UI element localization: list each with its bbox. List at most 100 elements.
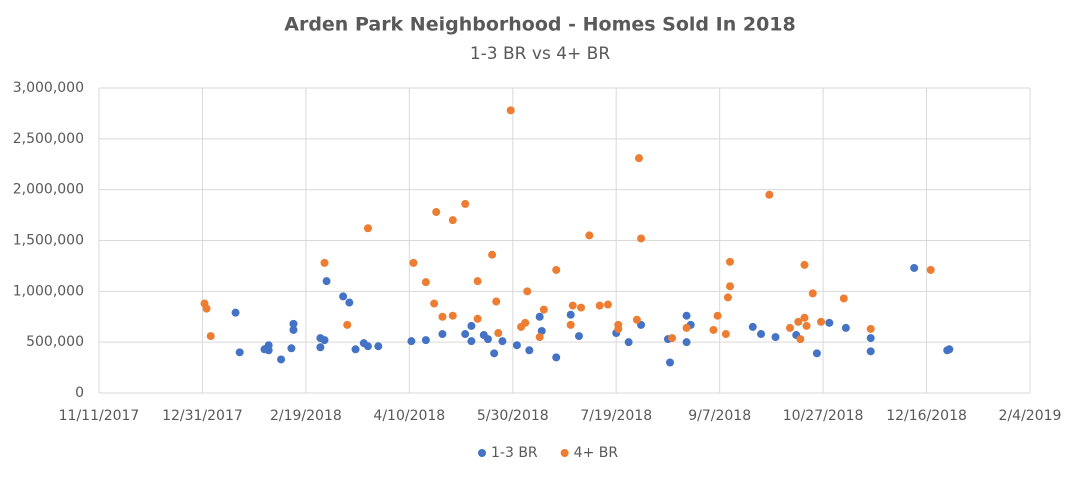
- point: [351, 345, 360, 354]
- point: [603, 300, 612, 309]
- point: [525, 346, 534, 355]
- point: [566, 320, 575, 329]
- point: [535, 333, 544, 342]
- point: [723, 293, 732, 302]
- point: [926, 265, 935, 274]
- point: [264, 346, 273, 355]
- point: [512, 341, 521, 350]
- point: [800, 313, 809, 322]
- point: [467, 337, 476, 346]
- point: [825, 318, 834, 327]
- point: [568, 301, 577, 310]
- point: [448, 311, 457, 320]
- point: [345, 298, 354, 307]
- point: [866, 324, 875, 333]
- point: [409, 258, 418, 267]
- point: [206, 332, 215, 341]
- point: [407, 337, 416, 346]
- point: [461, 199, 470, 208]
- point: [343, 320, 352, 329]
- point: [866, 347, 875, 356]
- point: [682, 323, 691, 332]
- point: [490, 349, 499, 358]
- point: [374, 342, 383, 351]
- point: [721, 330, 730, 339]
- point: [839, 294, 848, 303]
- point: [595, 301, 604, 310]
- point: [363, 342, 372, 351]
- point: [322, 277, 331, 286]
- point: [289, 319, 298, 328]
- point: [539, 305, 548, 314]
- y-tick-label: 1,000,000: [13, 283, 84, 299]
- point: [320, 336, 329, 345]
- point: [438, 312, 447, 321]
- point: [339, 292, 348, 301]
- x-tick-label: 12/31/2017: [162, 408, 243, 424]
- point: [726, 257, 735, 266]
- point: [812, 349, 821, 358]
- y-tick-label: 1,500,000: [13, 233, 84, 249]
- legend-label: 1-3 BR: [491, 445, 538, 461]
- x-tick-label: 2/19/2018: [270, 408, 342, 424]
- point: [421, 278, 430, 287]
- chart-subtitle: 1-3 BR vs 4+ BR: [470, 44, 610, 64]
- x-tick-label: 11/11/2017: [59, 408, 140, 424]
- point: [461, 330, 470, 339]
- point: [438, 330, 447, 339]
- x-tick-label: 12/16/2018: [886, 408, 967, 424]
- point: [566, 310, 575, 319]
- point: [709, 325, 718, 334]
- point: [277, 355, 286, 364]
- point: [757, 330, 766, 339]
- point: [632, 315, 641, 324]
- point: [910, 263, 919, 272]
- point: [552, 265, 561, 274]
- point: [802, 321, 811, 330]
- point: [483, 335, 492, 344]
- point: [574, 332, 583, 341]
- point: [498, 337, 507, 346]
- point: [202, 304, 211, 313]
- y-tick-label: 3,000,000: [13, 80, 84, 96]
- point: [841, 323, 850, 332]
- legend-marker: [478, 449, 486, 457]
- point: [682, 338, 691, 347]
- point: [421, 336, 430, 345]
- point: [748, 322, 757, 331]
- point: [473, 314, 482, 323]
- point: [231, 308, 240, 317]
- y-tick-label: 0: [75, 385, 84, 401]
- point: [430, 299, 439, 308]
- x-tick-label: 2/4/2019: [999, 408, 1062, 424]
- point: [473, 277, 482, 286]
- point: [488, 250, 497, 259]
- point: [363, 224, 372, 233]
- point: [289, 325, 298, 334]
- point: [796, 335, 805, 344]
- point: [765, 190, 774, 199]
- point: [552, 353, 561, 362]
- x-tick-label: 7/19/2018: [580, 408, 652, 424]
- point: [506, 106, 515, 115]
- point: [432, 208, 441, 217]
- point: [771, 333, 780, 342]
- point: [492, 297, 501, 306]
- legend-marker: [560, 449, 569, 457]
- point: [786, 323, 795, 332]
- point: [624, 338, 633, 347]
- point: [320, 258, 329, 267]
- point: [808, 289, 817, 298]
- x-tick-label: 5/30/2018: [477, 408, 549, 424]
- point: [817, 317, 826, 326]
- point: [535, 312, 544, 321]
- point: [521, 318, 530, 327]
- point: [316, 343, 325, 352]
- point: [287, 344, 296, 353]
- point: [866, 334, 875, 343]
- y-tick-label: 2,500,000: [13, 131, 84, 147]
- point: [666, 358, 675, 367]
- point: [637, 234, 646, 243]
- point: [794, 317, 803, 326]
